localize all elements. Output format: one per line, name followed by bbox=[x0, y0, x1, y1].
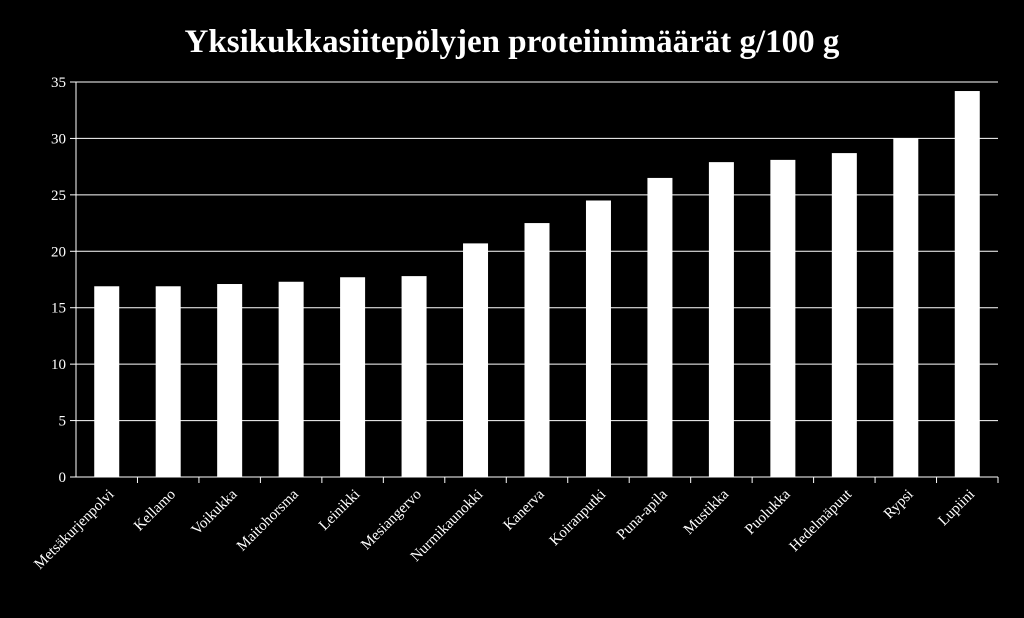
bar-puolukka bbox=[770, 159, 796, 477]
y-tick-label: 30 bbox=[51, 131, 66, 147]
y-tick-labels: 0 5 10 15 20 25 30 35 bbox=[51, 75, 66, 486]
y-tick-label: 25 bbox=[51, 188, 66, 204]
y-tick-label: 0 bbox=[59, 470, 67, 486]
category-label: Rypsi bbox=[881, 487, 917, 523]
category-label: Puna-apila bbox=[614, 486, 671, 543]
y-tick-label: 5 bbox=[59, 414, 67, 430]
y-tick-label: 10 bbox=[51, 357, 66, 373]
category-label: Metsäkurjenpolvi bbox=[31, 487, 117, 573]
y-tick-label: 20 bbox=[51, 244, 66, 260]
category-label: Leinikki bbox=[316, 487, 363, 534]
bar-rypsi bbox=[893, 138, 919, 477]
y-tick-label: 35 bbox=[51, 75, 66, 91]
bar-nurmikaunokki bbox=[463, 243, 489, 477]
category-label: Kellamo bbox=[131, 487, 179, 535]
category-label: Kanerva bbox=[501, 486, 548, 533]
bar-lupiini bbox=[954, 91, 980, 478]
category-label: Mustikka bbox=[681, 486, 733, 538]
bar-kellamo bbox=[155, 286, 181, 477]
category-label: Lupiini bbox=[936, 487, 979, 530]
y-tick-label: 15 bbox=[51, 301, 66, 317]
category-label: Hedelmäpuut bbox=[787, 486, 856, 555]
bar-hedelmäpuut bbox=[831, 153, 857, 477]
x-category-labels: Metsäkurjenpolvi Kellamo VoikukkaMaitohors… bbox=[31, 486, 978, 573]
bar-mustikka bbox=[708, 162, 734, 477]
category-label: Puolukka bbox=[742, 486, 794, 538]
bar-mesiangervo bbox=[401, 276, 427, 477]
bar-metsäkurjenpolvi bbox=[94, 286, 120, 477]
bar-puna-apila bbox=[647, 177, 673, 477]
category-label: Mesiangervo bbox=[358, 487, 425, 554]
bar-maitohorsma bbox=[278, 281, 304, 477]
bar-koiranputki bbox=[585, 200, 611, 477]
category-label: Koiranputki bbox=[547, 487, 610, 550]
bar-leinikki bbox=[340, 277, 366, 477]
bar-voikukka bbox=[217, 284, 243, 477]
axes bbox=[70, 81, 999, 483]
category-label: Maitohorsma bbox=[234, 486, 302, 554]
category-label: Voikukka bbox=[189, 486, 241, 538]
bars bbox=[94, 91, 980, 478]
chart-title: Yksikukkasiitepölyjen proteiinimäärät g/… bbox=[185, 24, 840, 60]
bar-kanerva bbox=[524, 223, 550, 477]
